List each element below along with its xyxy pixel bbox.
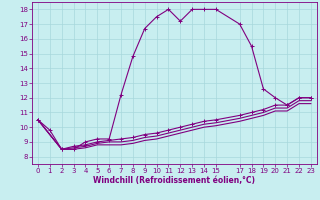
X-axis label: Windchill (Refroidissement éolien,°C): Windchill (Refroidissement éolien,°C) [93,176,255,185]
